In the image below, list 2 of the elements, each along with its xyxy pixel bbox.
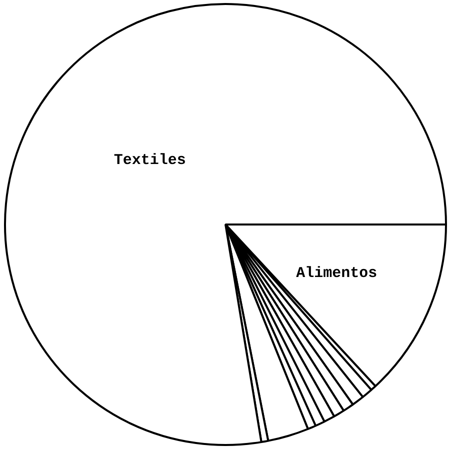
slice-label: Textiles [114,152,186,170]
slice-label: Alimentos [296,264,378,282]
